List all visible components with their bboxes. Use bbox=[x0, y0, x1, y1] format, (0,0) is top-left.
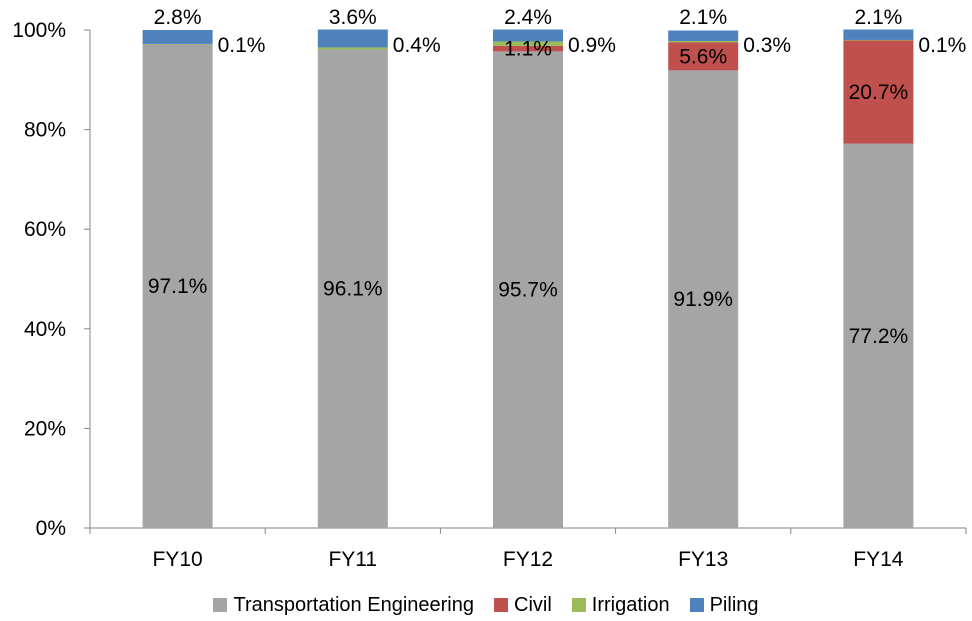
bar-segment-transportation-engineering bbox=[843, 143, 914, 528]
bar-segment-civil bbox=[668, 42, 739, 71]
legend-label: Civil bbox=[514, 593, 552, 616]
bar-segment-piling bbox=[142, 30, 213, 44]
data-label: 95.7% bbox=[498, 279, 558, 302]
y-tick-label: 60% bbox=[24, 218, 66, 241]
bar-segment-irrigation bbox=[142, 43, 213, 45]
y-tick-label: 100% bbox=[12, 19, 66, 42]
legend-swatch bbox=[213, 598, 228, 612]
y-tick-label: 20% bbox=[24, 417, 66, 440]
legend-label: Transportation Engineering bbox=[233, 593, 474, 616]
data-label: 0.1% bbox=[918, 34, 966, 57]
legend-swatch bbox=[689, 598, 704, 612]
chart-legend: Transportation Engineering Civil Irrigat… bbox=[0, 592, 972, 618]
data-label: 2.1% bbox=[679, 6, 727, 29]
x-tick-label: FY13 bbox=[678, 548, 728, 571]
bar-segment-civil bbox=[843, 40, 914, 144]
bar-segment-piling bbox=[317, 29, 388, 48]
bar-segment-piling bbox=[843, 29, 914, 40]
data-label: 91.9% bbox=[673, 288, 733, 311]
bar-segment-piling bbox=[668, 30, 739, 41]
legend-swatch bbox=[571, 598, 586, 612]
data-label: 2.8% bbox=[154, 6, 202, 29]
data-label: 0.9% bbox=[568, 34, 616, 57]
bar-segment-irrigation bbox=[843, 39, 914, 41]
data-label: 3.6% bbox=[329, 6, 377, 29]
data-label: 77.2% bbox=[849, 325, 909, 348]
x-tick-label: FY10 bbox=[152, 548, 202, 571]
data-label: 5.6% bbox=[679, 45, 727, 68]
data-label: 97.1% bbox=[148, 275, 208, 298]
data-label: 0.3% bbox=[743, 34, 791, 57]
y-tick-label: 40% bbox=[24, 318, 66, 341]
data-label: 2.4% bbox=[504, 6, 552, 29]
data-label: 96.1% bbox=[323, 278, 383, 301]
x-tick-label: FY11 bbox=[328, 548, 377, 571]
x-tick-label: FY14 bbox=[853, 548, 904, 571]
bar-segment-transportation-engineering bbox=[493, 51, 563, 528]
bar-segment-irrigation bbox=[668, 40, 739, 43]
legend-item-transportation: Transportation Engineering bbox=[213, 594, 474, 617]
data-label: 0.4% bbox=[393, 34, 441, 57]
legend-swatch bbox=[494, 598, 508, 612]
bar-segment-civil bbox=[493, 45, 563, 52]
legend-item-irrigation: Irrigation bbox=[571, 593, 670, 617]
data-label: 20.7% bbox=[849, 81, 909, 104]
x-tick-label: FY12 bbox=[503, 548, 553, 571]
bar-segment-irrigation bbox=[493, 41, 563, 46]
stacked-bar-chart: 0% 20% 40% 60% 80% 100% FY10 FY11 FY12 FY13 FY14 97… bbox=[12, 6, 967, 571]
legend-item-piling: Piling bbox=[689, 593, 759, 617]
data-label: 2.1% bbox=[854, 6, 902, 29]
y-tick-label: 0% bbox=[36, 517, 66, 540]
legend-label: Piling bbox=[709, 593, 759, 616]
y-tick-label: 80% bbox=[24, 119, 66, 142]
bar-segment-transportation-engineering bbox=[317, 49, 388, 529]
data-label: 0.1% bbox=[218, 34, 266, 57]
bar-segment-transportation-engineering bbox=[668, 70, 739, 528]
legend-item-civil: Civil bbox=[494, 594, 552, 617]
bar-segment-irrigation bbox=[317, 47, 388, 50]
legend-label: Irrigation bbox=[591, 593, 670, 616]
data-label: 1.1% bbox=[504, 37, 552, 60]
bar-segment-piling bbox=[493, 29, 563, 42]
bar-segment-transportation-engineering bbox=[142, 44, 213, 528]
